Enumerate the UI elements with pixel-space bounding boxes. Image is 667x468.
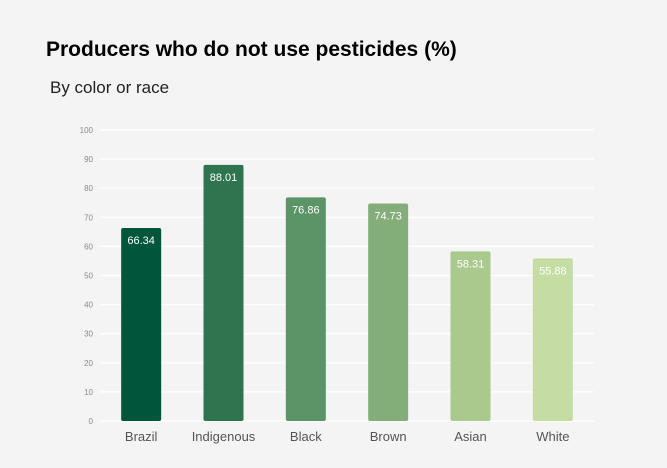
x-category-label: Indigenous [192, 429, 256, 444]
data-label: 55.88 [539, 265, 567, 277]
y-axis-ticks: 0 10 20 30 40 50 60 70 80 90 100 [80, 126, 94, 426]
y-tick-label: 20 [84, 359, 93, 368]
data-labels: 66.34 88.01 76.86 74.73 58.31 55.88 [127, 172, 566, 277]
data-label: 88.01 [210, 172, 238, 184]
data-label: 58.31 [457, 258, 485, 270]
x-category-label: Black [290, 429, 322, 444]
y-tick-label: 30 [84, 330, 93, 339]
y-tick-label: 10 [84, 388, 93, 397]
data-label: 74.73 [374, 211, 402, 223]
bar-brazil [121, 227, 162, 421]
x-category-label: Brown [370, 429, 407, 444]
y-tick-label: 70 [84, 213, 93, 222]
x-axis-categories: Brazil Indigenous Black Brown Asian White [125, 429, 570, 444]
y-tick-label: 80 [84, 184, 93, 193]
data-label: 66.34 [127, 235, 155, 247]
bar-black [285, 197, 326, 421]
bar-brown [368, 203, 409, 421]
bar-white [532, 258, 573, 421]
chart-subtitle: By color or race [50, 78, 170, 97]
gridlines [100, 129, 594, 422]
data-label: 76.86 [292, 204, 320, 216]
x-category-label: Asian [454, 429, 487, 444]
x-category-label: White [536, 429, 569, 444]
bars [121, 164, 573, 421]
y-tick-label: 0 [89, 417, 94, 426]
x-category-label: Brazil [125, 429, 158, 444]
bar-indigenous [203, 164, 244, 421]
y-tick-label: 100 [80, 126, 94, 135]
y-tick-label: 40 [84, 301, 93, 310]
y-tick-label: 50 [84, 272, 93, 281]
bar-asian [450, 251, 491, 421]
y-tick-label: 60 [84, 242, 93, 251]
chart-title: Producers who do not use pesticides (%) [46, 38, 457, 61]
y-tick-label: 90 [84, 155, 93, 164]
